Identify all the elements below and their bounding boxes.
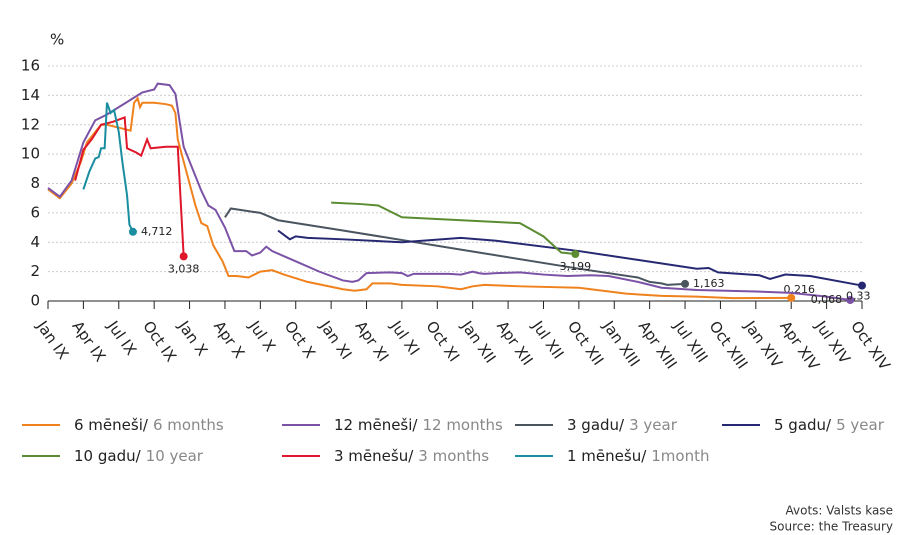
end-dot bbox=[846, 296, 855, 305]
end-dot bbox=[858, 281, 866, 290]
source: Avots: Valsts kase bbox=[786, 504, 893, 518]
end-dot bbox=[571, 250, 580, 259]
y-tick-label: 0 bbox=[30, 292, 40, 310]
end-dot bbox=[128, 227, 137, 236]
y-tick-label: 8 bbox=[30, 174, 40, 192]
x-tick-label: Apr X bbox=[210, 318, 248, 362]
x-tick-label: Oct XII bbox=[564, 318, 607, 369]
legend-name: 6 mēneši/ bbox=[74, 416, 149, 434]
x-tick-label: Apr XII bbox=[493, 318, 536, 369]
x-tick-label: Jan XIII bbox=[599, 317, 644, 370]
series-line bbox=[224, 207, 686, 286]
x-tick-label: Jul XI bbox=[386, 317, 423, 359]
legend-name-en: 10 year bbox=[146, 447, 204, 465]
x-tick-label: Apr XI bbox=[352, 318, 393, 366]
value-label: 0,068 bbox=[811, 293, 843, 306]
x-tick-label: Jan IX bbox=[32, 317, 72, 363]
x-tick-label: Apr IX bbox=[68, 318, 109, 366]
legend-label: 6 mēneši/6 months bbox=[74, 416, 224, 434]
legend-label: 12 mēneši/12 months bbox=[334, 416, 503, 434]
series-line bbox=[331, 201, 576, 256]
series-line bbox=[277, 229, 863, 287]
series-line bbox=[47, 96, 792, 300]
legend-label: 3 gadu/3 year bbox=[567, 416, 678, 434]
legend-name: 3 mēnešu/ bbox=[334, 447, 414, 465]
annotation: 0,33 bbox=[846, 290, 871, 303]
legend-name-en: 12 months bbox=[422, 416, 503, 434]
legend-label: 3 mēnešu/3 months bbox=[334, 447, 489, 465]
legend-name-en: 3 months bbox=[418, 447, 489, 465]
x-tick-label: Oct X bbox=[281, 318, 319, 362]
x-tick-label: Jul IX bbox=[103, 317, 140, 359]
value-label: 3,199 bbox=[560, 260, 592, 273]
x-tick-label: Oct XIV bbox=[847, 318, 894, 375]
end-dot bbox=[179, 252, 188, 261]
x-tick-label: Jan XII bbox=[457, 317, 499, 367]
x-tick-label: Oct XI bbox=[422, 318, 463, 366]
y-tick-label: 12 bbox=[21, 115, 40, 133]
y-tick-label: 2 bbox=[30, 262, 40, 280]
legend-name: 1 mēnešu/ bbox=[567, 447, 647, 465]
y-tick-label: 10 bbox=[21, 145, 40, 163]
x-tick-label: Jul X bbox=[245, 317, 279, 355]
y-tick-label: 6 bbox=[30, 203, 40, 221]
legend-name: 3 gadu/ bbox=[567, 416, 625, 434]
legend-name: 5 gadu/ bbox=[774, 416, 832, 434]
legend-label: 5 gadu/5 year bbox=[774, 416, 885, 434]
source-en: Source: the Treasury bbox=[770, 520, 893, 534]
legend-name-en: 5 year bbox=[836, 416, 885, 434]
legend-name: 10 gadu/ bbox=[74, 447, 142, 465]
x-tick-label: Oct IX bbox=[139, 318, 180, 366]
value-label: 4,712 bbox=[141, 225, 173, 238]
end-dot bbox=[681, 279, 690, 288]
y-tick-label: 4 bbox=[30, 233, 40, 251]
x-tick-label: Jan XI bbox=[316, 317, 356, 363]
series-line bbox=[82, 102, 134, 233]
legend-name-en: 1month bbox=[651, 447, 709, 465]
y-unit: % bbox=[50, 31, 64, 49]
legend-label: 10 gadu/10 year bbox=[74, 447, 204, 465]
legend-name-en: 3 year bbox=[629, 416, 678, 434]
value-label: 3,038 bbox=[168, 262, 200, 275]
series-line bbox=[47, 82, 851, 301]
legend-label: 1 mēnešu/1month bbox=[567, 447, 710, 465]
y-tick-label: 14 bbox=[21, 86, 40, 104]
legend-name: 12 mēneši/ bbox=[334, 416, 418, 434]
end-dot bbox=[787, 293, 796, 302]
series-line bbox=[74, 116, 185, 257]
value-label: 1,163 bbox=[693, 277, 725, 290]
legend-name-en: 6 months bbox=[153, 416, 224, 434]
y-tick-label: 16 bbox=[21, 57, 40, 75]
